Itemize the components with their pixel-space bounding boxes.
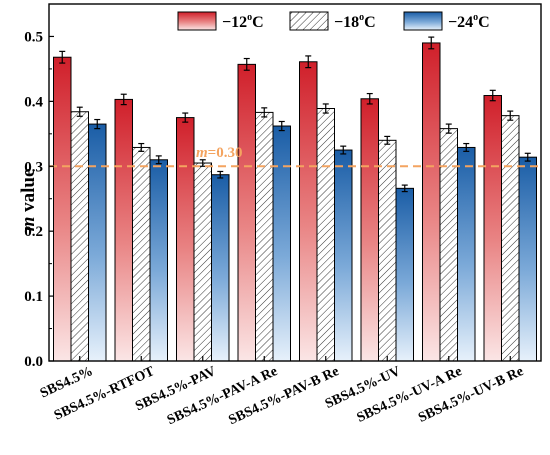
error-bar-minus12-1: [120, 93, 127, 106]
y-axis-label-m: m: [18, 217, 39, 232]
legend-label-minus18-sup: o: [359, 12, 364, 23]
error-bar-minus24-5: [401, 184, 408, 193]
x-category-label-4: SBS4.5%-PAV-B Re: [227, 364, 342, 428]
svg-text:−24oC: −24oC: [448, 12, 490, 31]
y-axis-label-rest: value: [18, 169, 39, 217]
bar-minus24-7: [518, 156, 537, 362]
legend: −12oC −18oC −24oC: [177, 11, 490, 31]
error-bar-minus18-7: [507, 110, 514, 121]
legend-swatch-minus18: [289, 11, 329, 31]
legend-label-minus12-suffix: C: [252, 14, 264, 31]
x-category-label-3: SBS4.5%-PAV-A Re: [165, 364, 280, 428]
bar-minus12-4: [299, 61, 318, 362]
bar-minus18-0: [70, 111, 89, 362]
bar-minus18-5: [378, 139, 397, 362]
bar-minus12-1: [114, 98, 133, 362]
legend-label-minus18-prefix: −18: [334, 14, 359, 31]
reference-label-rest: =0.30: [208, 145, 243, 161]
legend-label-minus24-prefix: −24: [448, 14, 473, 31]
bar-minus24-6: [457, 146, 476, 362]
y-tick-label-2: 0.2: [24, 224, 43, 240]
y-axis-label: m value: [18, 169, 39, 232]
bar-minus24-0: [88, 123, 107, 362]
error-bar-minus18-3: [261, 107, 268, 118]
svg-text:−18oC: −18oC: [334, 12, 376, 31]
error-bar-minus12-7: [489, 89, 496, 102]
bar-minus18-1: [132, 146, 151, 362]
svg-text:m=0.30: m=0.30: [196, 145, 242, 161]
bar-minus24-1: [149, 159, 168, 362]
error-bar-minus18-1: [138, 142, 145, 152]
x-category-label-7: SBS4.5%-UV-B Re: [416, 364, 526, 426]
legend-label-minus18-suffix: C: [364, 14, 376, 31]
bar-minus24-4: [334, 149, 353, 362]
error-bar-minus12-3: [243, 57, 250, 71]
error-bar-minus24-6: [463, 142, 470, 152]
error-bar-minus12-4: [305, 55, 312, 69]
legend-label-minus12-prefix: −12: [222, 14, 247, 31]
error-bar-minus18-6: [445, 123, 452, 134]
y-tick-label-1: 0.1: [24, 289, 43, 305]
error-bar-minus24-3: [278, 120, 285, 132]
error-bar-minus12-5: [366, 92, 373, 105]
bar-minus24-2: [211, 174, 230, 362]
bar-minus12-7: [483, 95, 502, 362]
bar-minus18-2: [193, 162, 212, 362]
legend-swatch-minus12: [177, 11, 217, 31]
error-bar-minus24-0: [94, 118, 101, 130]
y-tick-label-4: 0.4: [24, 94, 43, 110]
error-bar-minus12-2: [182, 112, 189, 123]
reference-label-m: m: [196, 145, 208, 161]
x-category-label-6: SBS4.5%-UV-A Re: [355, 364, 465, 426]
error-bar-minus18-4: [322, 103, 329, 114]
bar-minus12-6: [422, 42, 441, 362]
legend-label-minus24-suffix: C: [478, 14, 490, 31]
legend-label-minus24-sup: o: [473, 12, 478, 23]
legend-swatch-minus24: [403, 11, 443, 31]
y-tick-label-0: 0.0: [24, 354, 43, 370]
bar-minus12-2: [176, 117, 195, 362]
svg-text:−12oC: −12oC: [222, 12, 264, 31]
bar-minus18-4: [316, 108, 335, 362]
y-tick-label-5: 0.5: [24, 29, 43, 45]
error-bar-minus18-0: [76, 106, 83, 117]
error-bar-minus24-4: [340, 145, 347, 155]
bar-minus18-3: [255, 111, 274, 362]
bar-minus24-5: [395, 187, 414, 362]
error-bar-minus12-0: [59, 50, 66, 64]
error-bar-minus12-6: [428, 36, 435, 50]
error-bar-minus24-1: [155, 155, 162, 165]
reference-line-label: m=0.30: [196, 145, 242, 161]
bar-minus24-3: [272, 125, 291, 362]
plot-area: [53, 36, 537, 362]
bar-minus12-0: [53, 56, 72, 362]
bar-minus18-7: [501, 115, 520, 362]
error-bar-minus18-5: [384, 135, 391, 145]
error-bar-minus18-2: [199, 159, 206, 167]
bar-minus18-6: [439, 128, 458, 362]
bar-minus12-3: [237, 63, 256, 362]
error-bar-minus24-7: [524, 152, 531, 162]
plot-frame: [48, 3, 542, 362]
bar-minus12-5: [360, 98, 379, 362]
svg-text:m value: m value: [18, 169, 39, 232]
legend-label-minus12-sup: o: [247, 12, 252, 23]
error-bar-minus24-2: [217, 170, 224, 179]
y-tick-label-3: 0.3: [24, 159, 43, 175]
x-category-label-1: SBS4.5%-RTFOT: [52, 364, 158, 424]
